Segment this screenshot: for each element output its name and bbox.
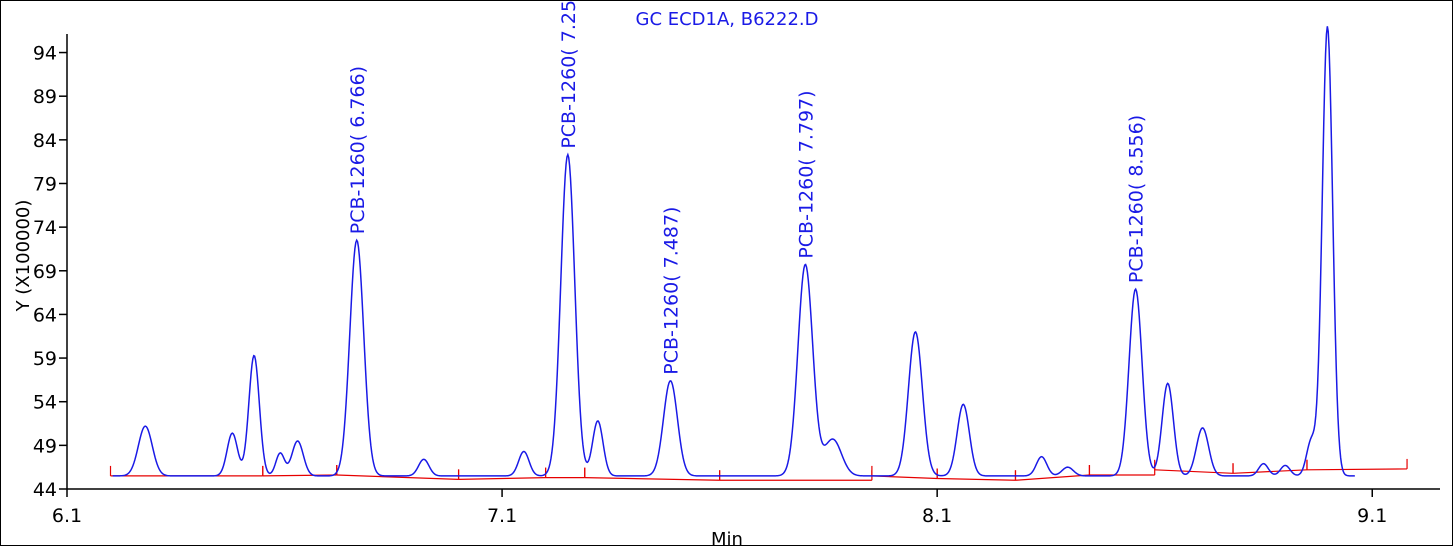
y-tick-label: 84	[33, 130, 57, 152]
axis-ticks: 44 49 54 59 64 69 74 79 84 89 94 6.1 7.1 8.1 9.1	[33, 43, 1388, 527]
y-tick-label: 49	[33, 435, 57, 457]
peak-label: PCB-1260( 8.556)	[1126, 115, 1148, 283]
baseline-segment	[584, 477, 720, 481]
y-tick-label: 64	[33, 304, 57, 326]
y-tick-label: 89	[33, 86, 57, 108]
baseline-segment	[1306, 468, 1408, 471]
x-tick-label: 8.1	[922, 505, 952, 527]
y-tick-label: 79	[33, 173, 57, 195]
baseline-segment	[1015, 474, 1090, 481]
chart-title: GC ECD1A, B6222.D	[636, 9, 819, 30]
x-axis-title: Min	[711, 529, 743, 546]
chromatogram-trace	[112, 26, 1355, 477]
y-tick-label: 69	[33, 261, 57, 283]
y-tick-label: 54	[33, 392, 57, 414]
peak-label: PCB-1260( 6.766)	[347, 66, 369, 234]
y-tick-label: 59	[33, 348, 57, 370]
y-tick-label: 74	[33, 217, 57, 239]
peak-label: PCB-1260( 7.487)	[660, 207, 682, 375]
baseline-segment	[1154, 469, 1234, 474]
y-tick-label: 94	[33, 43, 57, 65]
x-tick-label: 6.1	[52, 505, 82, 527]
baseline-segment	[336, 474, 459, 480]
baseline-segment	[937, 477, 1016, 481]
peak-label: PCB-1260( 7.251)	[558, 0, 580, 149]
x-tick-label: 7.1	[487, 505, 517, 527]
peak-label: PCB-1260( 7.797)	[795, 90, 817, 258]
baseline-segment	[458, 477, 546, 480]
y-tick-label: 44	[33, 479, 57, 501]
y-axis-title: Y (X100000)	[13, 200, 34, 313]
x-tick-label: 9.1	[1357, 505, 1387, 527]
peak-labels: PCB-1260( 6.766) PCB-1260( 7.251) PCB-1260…	[347, 0, 1148, 375]
